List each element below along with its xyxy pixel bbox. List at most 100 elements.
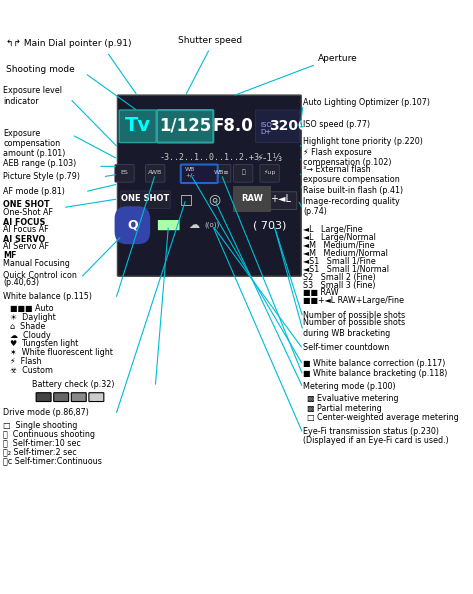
Text: Battery check (p.32): Battery check (p.32) bbox=[32, 380, 114, 389]
Text: ■ White balance correction (p.117): ■ White balance correction (p.117) bbox=[303, 359, 446, 368]
Text: Metering mode (p.100): Metering mode (p.100) bbox=[303, 381, 395, 391]
Text: □ Center-weighted average metering: □ Center-weighted average metering bbox=[307, 413, 459, 422]
Text: ⏱c Self-timer:Continuous: ⏱c Self-timer:Continuous bbox=[3, 456, 102, 465]
Text: ( 703): ( 703) bbox=[253, 220, 286, 230]
Text: ☣  Custom: ☣ Custom bbox=[10, 366, 53, 375]
Text: +◄L: +◄L bbox=[271, 194, 291, 204]
Text: ◄S1   Small 1/Normal: ◄S1 Small 1/Normal bbox=[303, 265, 389, 274]
FancyBboxPatch shape bbox=[120, 191, 170, 208]
Text: ⌂  Shade: ⌂ Shade bbox=[10, 322, 45, 331]
FancyBboxPatch shape bbox=[71, 393, 86, 402]
FancyBboxPatch shape bbox=[181, 165, 200, 182]
Text: ███: ███ bbox=[157, 220, 180, 230]
FancyBboxPatch shape bbox=[36, 393, 51, 402]
Text: ■■■ Auto: ■■■ Auto bbox=[10, 304, 54, 313]
Text: ONE SHOT: ONE SHOT bbox=[3, 201, 50, 210]
FancyBboxPatch shape bbox=[119, 110, 156, 143]
Text: AI Servo AF: AI Servo AF bbox=[3, 242, 49, 251]
Text: ONE SHOT: ONE SHOT bbox=[121, 194, 169, 203]
Text: ▩ Partial metering: ▩ Partial metering bbox=[307, 403, 382, 413]
FancyBboxPatch shape bbox=[121, 216, 144, 236]
Text: AF mode (p.81): AF mode (p.81) bbox=[3, 187, 65, 196]
Text: Tv: Tv bbox=[124, 116, 151, 135]
Text: (Displayed if an Eye-Fi card is used.): (Displayed if an Eye-Fi card is used.) bbox=[303, 436, 449, 445]
Text: Exposure level
indicator: Exposure level indicator bbox=[3, 86, 62, 106]
Text: WB
+/-: WB +/- bbox=[185, 167, 196, 178]
Text: ◄M   Medium/Fine: ◄M Medium/Fine bbox=[303, 241, 375, 250]
Text: ☁  Cloudy: ☁ Cloudy bbox=[10, 331, 51, 340]
Text: ◄L   Large/Normal: ◄L Large/Normal bbox=[303, 233, 376, 242]
Text: Q: Q bbox=[127, 219, 138, 232]
Text: -3..2..1..0..1..2.+3: -3..2..1..0..1..2.+3 bbox=[160, 153, 260, 162]
Text: Eye-Fi transmission status (p.230): Eye-Fi transmission status (p.230) bbox=[303, 427, 439, 437]
Text: ■ White balance bracketing (p.118): ■ White balance bracketing (p.118) bbox=[303, 369, 447, 378]
Text: ◄S1   Small 1/Fine: ◄S1 Small 1/Fine bbox=[303, 257, 376, 266]
Text: ☀  Daylight: ☀ Daylight bbox=[10, 313, 56, 322]
Text: Self-timer countdown: Self-timer countdown bbox=[303, 343, 389, 352]
Text: AI Focus AF: AI Focus AF bbox=[3, 225, 49, 234]
Text: ES: ES bbox=[121, 170, 128, 175]
Text: MF: MF bbox=[3, 251, 17, 261]
FancyBboxPatch shape bbox=[181, 165, 218, 183]
Text: ◎: ◎ bbox=[208, 192, 220, 206]
Text: RAW: RAW bbox=[241, 194, 263, 203]
Text: AI SERVO: AI SERVO bbox=[3, 235, 45, 244]
FancyBboxPatch shape bbox=[157, 110, 213, 143]
Text: 1/125: 1/125 bbox=[159, 117, 211, 135]
Text: 3200: 3200 bbox=[269, 119, 307, 133]
FancyBboxPatch shape bbox=[234, 165, 253, 182]
Text: ³→ External flash
exposure compensation: ³→ External flash exposure compensation bbox=[303, 165, 400, 184]
Text: Quick Control icon: Quick Control icon bbox=[3, 271, 77, 280]
Text: □  Single shooting: □ Single shooting bbox=[3, 421, 78, 430]
Text: ISO
D+: ISO D+ bbox=[260, 122, 272, 135]
Text: Exposure
compensation
amount (p.101): Exposure compensation amount (p.101) bbox=[3, 128, 66, 159]
FancyBboxPatch shape bbox=[117, 95, 301, 276]
FancyBboxPatch shape bbox=[115, 165, 134, 182]
Text: ⚡  Flash: ⚡ Flash bbox=[10, 357, 42, 366]
Text: ⚡ Flash exposure
compensation (p.102): ⚡ Flash exposure compensation (p.102) bbox=[303, 148, 392, 168]
Text: ■■+◄L RAW+Large/Fine: ■■+◄L RAW+Large/Fine bbox=[303, 296, 404, 305]
Text: ↰↱ Main Dial pointer (p.91): ↰↱ Main Dial pointer (p.91) bbox=[6, 39, 131, 48]
Text: Shooting mode: Shooting mode bbox=[6, 65, 75, 74]
Text: ⎙  Continuous shooting: ⎙ Continuous shooting bbox=[3, 430, 95, 439]
FancyBboxPatch shape bbox=[89, 393, 104, 402]
Text: ((o)): ((o)) bbox=[205, 222, 220, 229]
Text: S2   Small 2 (Fine): S2 Small 2 (Fine) bbox=[303, 273, 376, 282]
Text: Auto Lighting Optimizer (p.107): Auto Lighting Optimizer (p.107) bbox=[303, 97, 430, 106]
Text: Number of possible shots: Number of possible shots bbox=[303, 311, 405, 320]
FancyBboxPatch shape bbox=[255, 110, 299, 143]
Text: AEB range (p.103): AEB range (p.103) bbox=[3, 159, 77, 168]
Text: Picture Style (p.79): Picture Style (p.79) bbox=[3, 172, 80, 181]
Text: One-Shot AF: One-Shot AF bbox=[3, 208, 53, 217]
Text: ♥  Tungsten light: ♥ Tungsten light bbox=[10, 339, 79, 349]
Text: 👤: 👤 bbox=[241, 170, 245, 175]
Text: Shutter speed: Shutter speed bbox=[178, 36, 242, 45]
Text: ✶  White fluorescent light: ✶ White fluorescent light bbox=[10, 348, 113, 357]
FancyBboxPatch shape bbox=[146, 165, 165, 182]
Text: Number of possible shots
during WB bracketing: Number of possible shots during WB brack… bbox=[303, 318, 405, 338]
Text: ⚡up: ⚡up bbox=[263, 170, 276, 175]
Text: Drive mode (p.86,87): Drive mode (p.86,87) bbox=[3, 408, 89, 417]
Text: Highlight tone priority (p.220): Highlight tone priority (p.220) bbox=[303, 137, 423, 146]
Text: □: □ bbox=[179, 192, 193, 206]
FancyBboxPatch shape bbox=[235, 192, 297, 210]
Text: ▩ Evaluative metering: ▩ Evaluative metering bbox=[307, 394, 399, 403]
Text: Raise built-in flash (p.41): Raise built-in flash (p.41) bbox=[303, 185, 403, 195]
Text: AWB: AWB bbox=[148, 170, 162, 175]
Text: ⏱  Self-timer:10 sec: ⏱ Self-timer:10 sec bbox=[3, 439, 81, 448]
Text: (p.40,63): (p.40,63) bbox=[3, 278, 39, 287]
Text: ◄L   Large/Fine: ◄L Large/Fine bbox=[303, 225, 363, 234]
Text: Manual Focusing: Manual Focusing bbox=[3, 258, 70, 267]
Text: F8.0: F8.0 bbox=[212, 117, 253, 135]
Text: ⚡-1⅓: ⚡-1⅓ bbox=[256, 153, 282, 163]
FancyBboxPatch shape bbox=[54, 393, 69, 402]
Text: ■■ RAW: ■■ RAW bbox=[303, 289, 339, 298]
Text: ◄M   Medium/Normal: ◄M Medium/Normal bbox=[303, 249, 388, 258]
FancyBboxPatch shape bbox=[260, 165, 279, 182]
Text: Image-recording quality
(p.74): Image-recording quality (p.74) bbox=[303, 197, 400, 216]
Text: ☁️: ☁️ bbox=[189, 220, 201, 230]
FancyBboxPatch shape bbox=[211, 165, 231, 182]
Text: S3   Small 3 (Fine): S3 Small 3 (Fine) bbox=[303, 280, 376, 289]
Text: Aperture: Aperture bbox=[318, 53, 358, 62]
Text: AI FOCUS: AI FOCUS bbox=[3, 218, 45, 227]
